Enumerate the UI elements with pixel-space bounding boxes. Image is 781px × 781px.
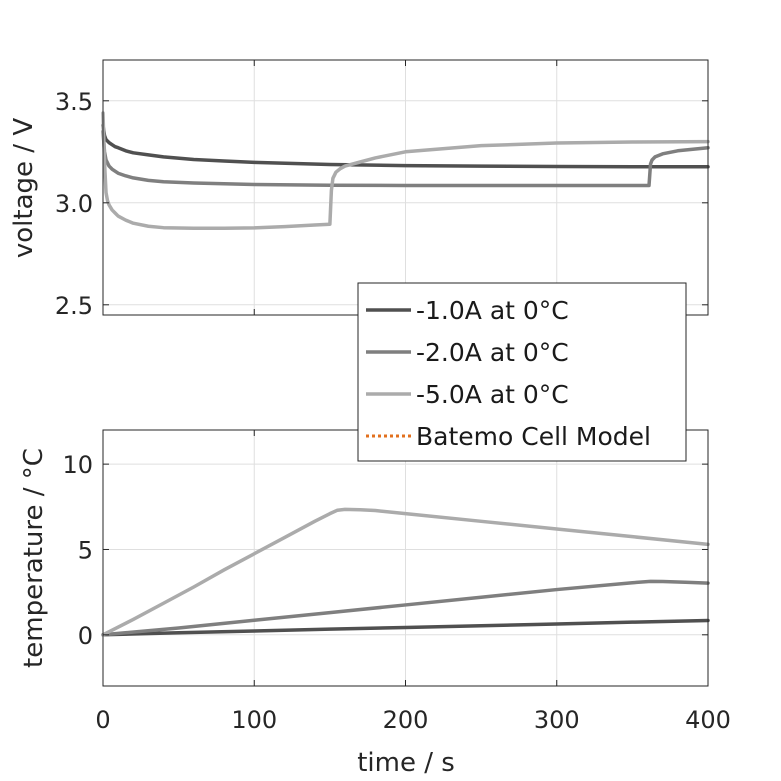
temperature-series-line-2 bbox=[101, 579, 710, 637]
time-axis-label: time / s bbox=[357, 748, 455, 778]
voltage-series bbox=[101, 111, 710, 231]
voltage-y-tick-label: 3.5 bbox=[55, 88, 93, 116]
legend-entries: -1.0A at 0°C -2.0A at 0°C -5.0A at 0°C Bate… bbox=[366, 296, 651, 451]
temperature-x-tick-label: 100 bbox=[231, 706, 277, 734]
legend-label-4: Batemo Cell Model bbox=[416, 422, 651, 451]
voltage-plot: 2.5 3.0 3.5 voltage / V bbox=[9, 59, 710, 320]
voltage-ticks: 2.5 3.0 3.5 bbox=[55, 60, 709, 320]
legend-label-1: -1.0A at 0°C bbox=[416, 296, 569, 325]
temperature-series-line-3 bbox=[101, 507, 710, 637]
temperature-x-tick-label: 200 bbox=[383, 706, 429, 734]
temperature-y-tick-label: 0 bbox=[78, 622, 93, 650]
voltage-series-line-3 bbox=[101, 111, 710, 231]
legend-label-3: -5.0A at 0°C bbox=[416, 380, 569, 409]
voltage-y-tick-label: 3.0 bbox=[55, 190, 93, 218]
temperature-series-line-1 bbox=[101, 618, 710, 637]
legend: -1.0A at 0°C -2.0A at 0°C -5.0A at 0°C Bate… bbox=[357, 282, 687, 462]
temperature-plot: 0 100 200 300 400 0 5 10 temperature / °C time … bbox=[19, 429, 731, 778]
voltage-axis-label: voltage / V bbox=[9, 118, 39, 258]
voltage-y-tick-label: 2.5 bbox=[55, 292, 93, 320]
legend-label-2: -2.0A at 0°C bbox=[416, 338, 569, 367]
temperature-x-tick-label: 0 bbox=[95, 706, 110, 734]
voltage-series-line-2 bbox=[101, 129, 710, 188]
voltage-series-line-1 bbox=[101, 123, 710, 169]
temperature-axis-label: temperature / °C bbox=[19, 448, 49, 668]
temperature-series bbox=[101, 507, 710, 637]
legend-box bbox=[357, 282, 687, 462]
temperature-x-tick-label: 300 bbox=[534, 706, 580, 734]
temperature-y-tick-label: 5 bbox=[78, 536, 93, 564]
temperature-ticks: 0 100 200 300 400 0 5 10 bbox=[62, 430, 731, 734]
temperature-x-tick-label: 400 bbox=[685, 706, 731, 734]
temperature-y-tick-label: 10 bbox=[62, 451, 93, 479]
